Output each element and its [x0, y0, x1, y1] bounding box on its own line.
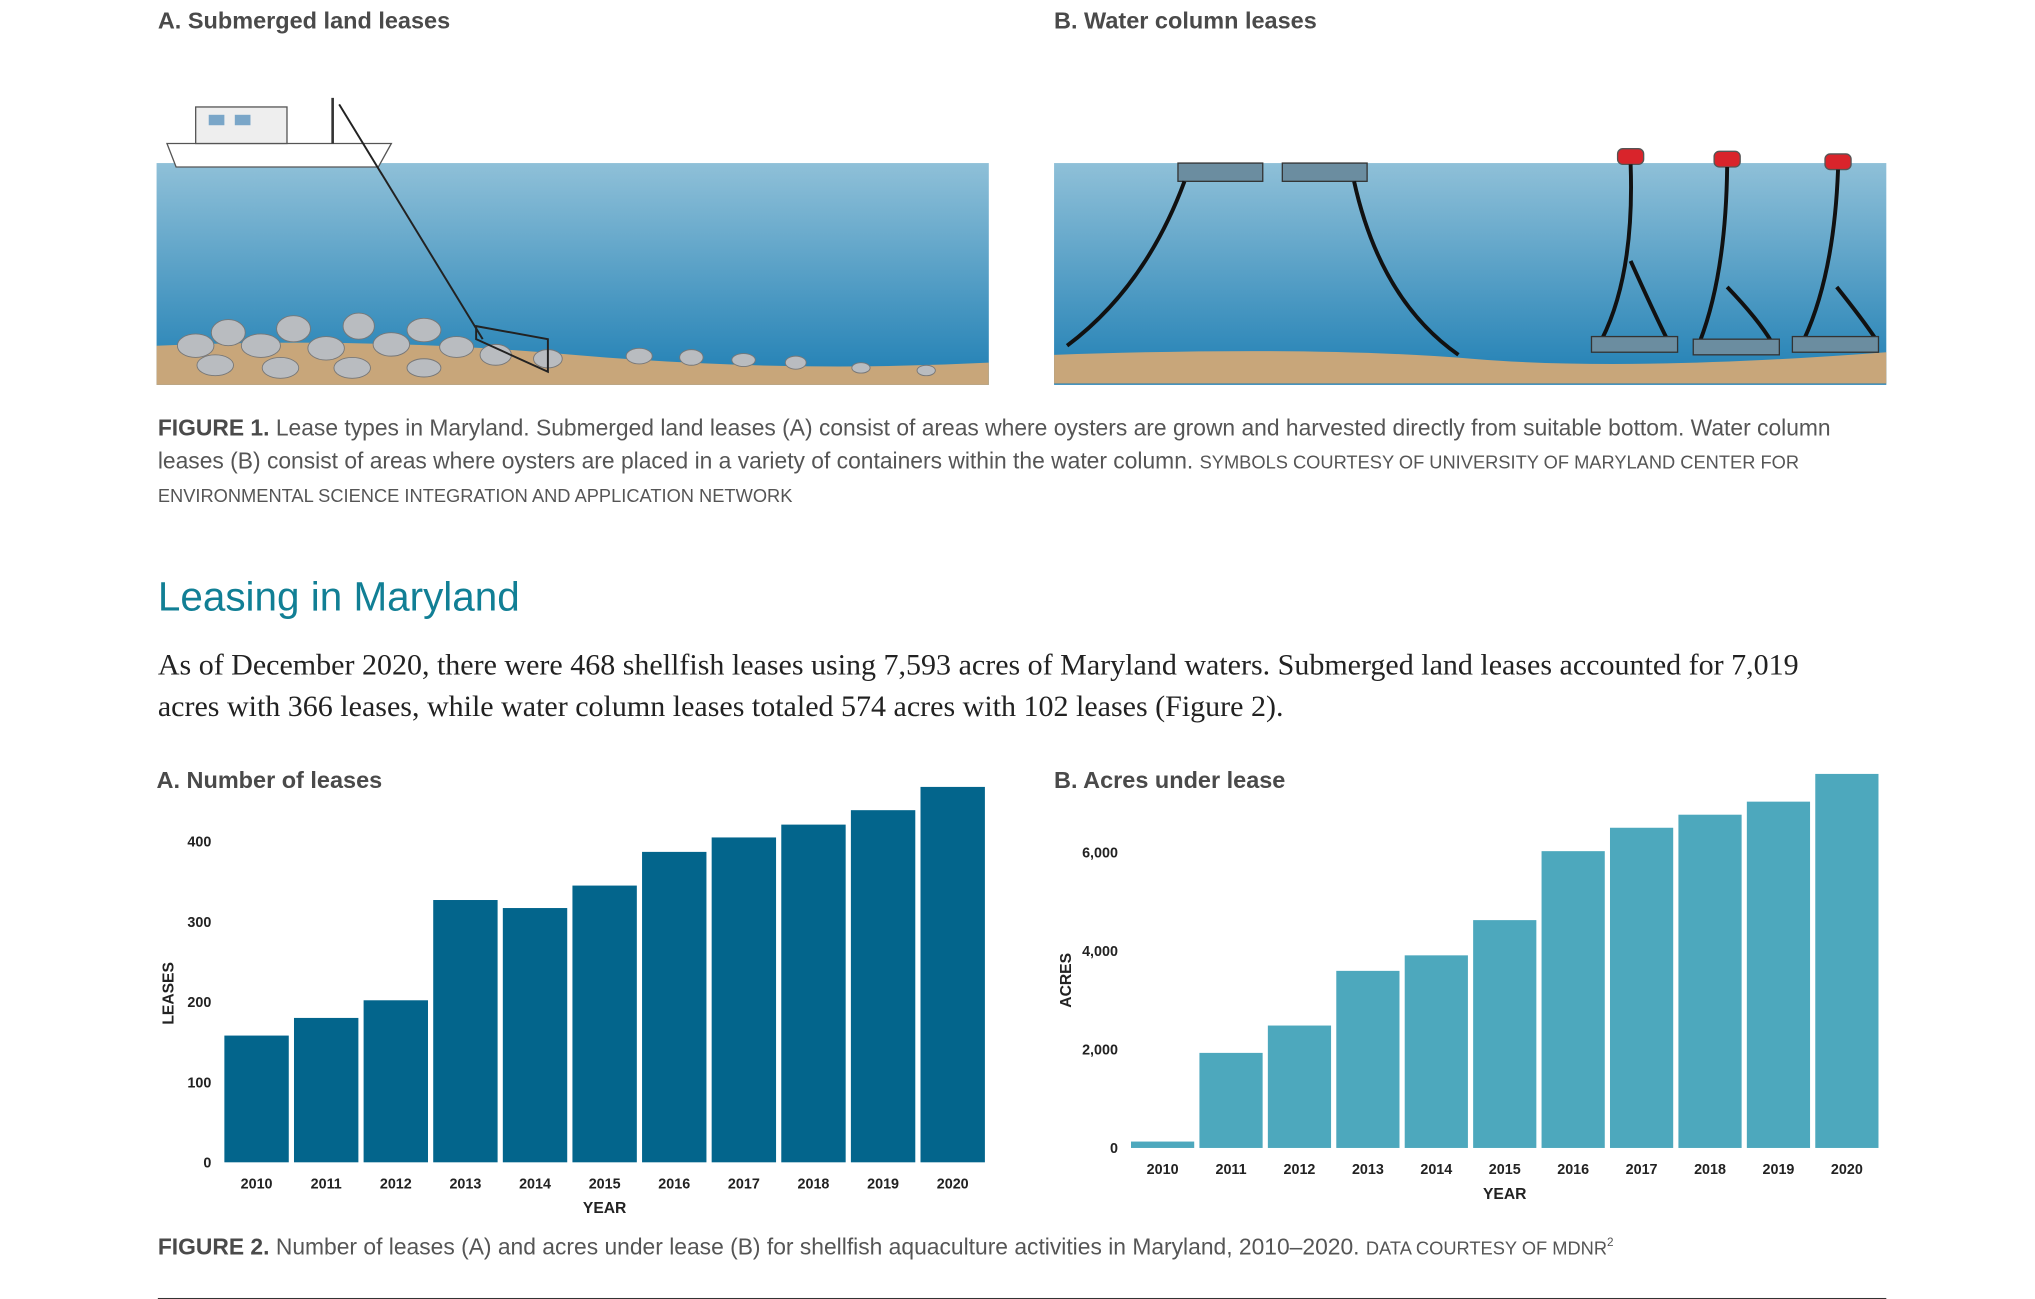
y-tick-label: 200	[187, 995, 211, 1011]
x-tick-label: 2011	[1215, 1162, 1246, 1178]
x-tick-label: 2019	[1763, 1162, 1795, 1178]
caption-credit: SYMBOLS COURTESY OF UNIVERSITY OF MARYLA…	[157, 451, 1800, 507]
y-tick-label: 300	[187, 915, 211, 931]
bar	[711, 837, 777, 1163]
bar	[502, 908, 568, 1163]
x-tick-label: 2013	[1352, 1162, 1384, 1178]
bar	[920, 786, 985, 1163]
x-tick-label: 2016	[658, 1176, 690, 1192]
x-axis-label: YEAR	[1483, 1186, 1526, 1203]
y-axis-label: ACRES	[1058, 953, 1075, 1008]
bar	[363, 1000, 428, 1163]
bar	[1541, 851, 1605, 1148]
bar	[224, 1035, 289, 1163]
bar	[850, 810, 916, 1163]
x-tick-label: 2014	[519, 1176, 551, 1192]
x-tick-label: 2017	[1626, 1162, 1658, 1178]
bar	[1336, 970, 1400, 1148]
chart-title: B. Acres under lease	[1054, 767, 1285, 793]
x-tick-label: 2010	[241, 1176, 273, 1192]
bar	[781, 824, 846, 1163]
y-tick-label: 2,000	[1082, 1043, 1118, 1059]
x-tick-label: 2015	[1489, 1162, 1521, 1178]
x-tick-label: 2020	[1831, 1162, 1863, 1178]
y-tick-label: 100	[187, 1075, 211, 1091]
x-tick-label: 2011	[311, 1176, 342, 1192]
illustration-submerged	[156, 97, 989, 385]
bar	[1199, 1052, 1263, 1148]
x-tick-label: 2018	[798, 1176, 830, 1192]
section-heading: Leasing in Maryland	[157, 573, 520, 620]
x-tick-label: 2010	[1147, 1162, 1179, 1178]
y-tick-label: 0	[1110, 1141, 1118, 1157]
y-tick-label: 0	[203, 1156, 211, 1172]
x-tick-label: 2013	[449, 1176, 481, 1192]
x-tick-label: 2019	[867, 1176, 899, 1192]
bar	[433, 900, 498, 1163]
caption-text: Lease types in Maryland. Submerged land …	[157, 414, 1831, 474]
figure-caption: FIGURE 2. Number of leases (A) and acres…	[158, 1226, 1984, 1265]
x-tick-label: 2018	[1694, 1162, 1726, 1178]
bar	[1131, 1141, 1195, 1148]
bar	[642, 851, 707, 1163]
paragraph: As of December 2020, there were 468 shel…	[157, 648, 1799, 723]
chart-title: A. Number of leases	[157, 767, 383, 793]
bar	[1815, 773, 1879, 1148]
chart: 2010 2011 2012 2013 2014 2015 2016 2017 2018 2019…	[1054, 767, 1879, 1203]
caption-label: FIGURE 1.	[157, 414, 270, 441]
x-tick-label: 2014	[1420, 1162, 1452, 1178]
caption-note: 2	[1607, 1235, 1614, 1249]
x-tick-label: 2012	[380, 1176, 412, 1192]
x-tick-label: 2012	[1284, 1162, 1316, 1178]
y-tick-label: 4,000	[1082, 944, 1118, 960]
caption-credit: DATA COURTESY OF MDNR	[1365, 1237, 1608, 1259]
figure-caption: FIGURE 1. Lease types in Maryland. Subme…	[158, 412, 1893, 512]
bar	[1678, 814, 1742, 1148]
x-tick-label: 2016	[1557, 1162, 1589, 1178]
panel-title: B. Water column leases	[1054, 7, 1317, 34]
x-tick-label: 2020	[937, 1176, 969, 1192]
bar	[572, 885, 637, 1163]
x-axis-label: YEAR	[583, 1200, 626, 1217]
caption-label: FIGURE 2.	[157, 1233, 270, 1260]
x-tick-label: 2015	[589, 1176, 621, 1192]
illustration-water-column	[1054, 148, 1887, 385]
bar	[1473, 920, 1537, 1148]
y-tick-label: 6,000	[1082, 846, 1118, 862]
chart: 2010 2011 2012 2013 2014 2015 2016 2017 2018 2019…	[157, 767, 985, 1217]
y-axis-label: LEASES	[160, 962, 177, 1025]
panel-title: A. Submerged land leases	[157, 7, 451, 34]
bar	[293, 1017, 359, 1163]
bar	[1746, 801, 1811, 1148]
bar	[1267, 1025, 1332, 1148]
caption-text: Number of leases (A) and acres under lea…	[275, 1233, 1360, 1260]
bar	[1609, 827, 1674, 1148]
x-tick-label: 2017	[728, 1176, 760, 1192]
bar	[1404, 955, 1468, 1148]
y-tick-label: 400	[187, 835, 211, 851]
